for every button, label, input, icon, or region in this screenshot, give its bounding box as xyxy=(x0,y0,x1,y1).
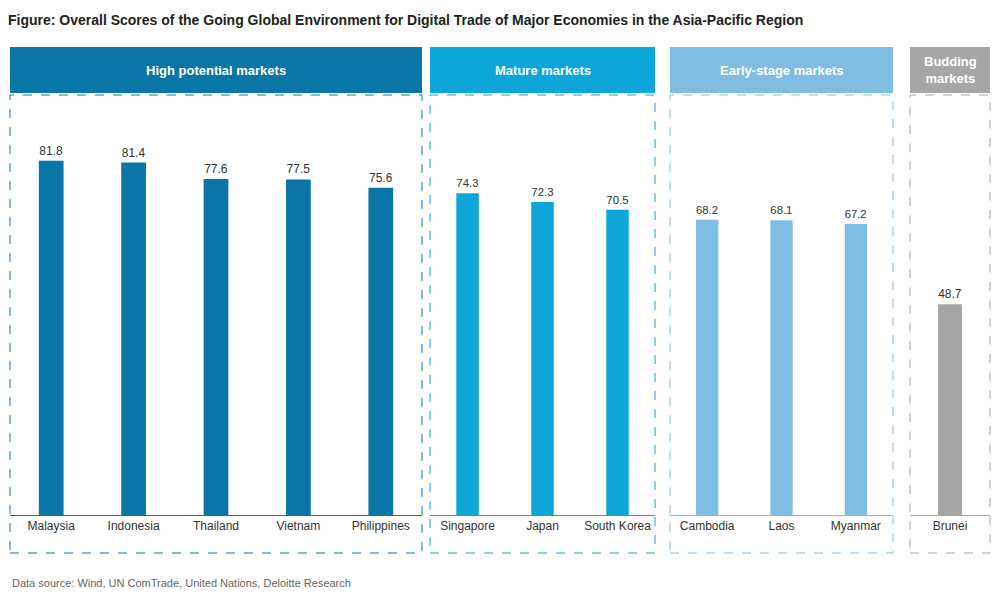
svg-text:Mature markets: Mature markets xyxy=(495,63,591,78)
svg-text:81.8: 81.8 xyxy=(39,144,63,158)
svg-text:81.4: 81.4 xyxy=(122,146,146,160)
svg-text:68.1: 68.1 xyxy=(770,204,792,216)
svg-text:48.7: 48.7 xyxy=(938,287,962,301)
svg-text:Brunei: Brunei xyxy=(933,519,968,533)
svg-text:Laos: Laos xyxy=(768,519,794,533)
svg-text:70.5: 70.5 xyxy=(606,194,628,206)
svg-text:77.6: 77.6 xyxy=(204,162,228,176)
svg-text:High potential markets: High potential markets xyxy=(146,63,286,78)
svg-text:68.2: 68.2 xyxy=(696,204,718,216)
svg-text:Vietnam: Vietnam xyxy=(276,519,320,533)
svg-text:77.5: 77.5 xyxy=(287,162,311,176)
svg-text:Myanmar: Myanmar xyxy=(831,519,881,533)
svg-text:Japan: Japan xyxy=(526,519,559,533)
svg-text:Malaysia: Malaysia xyxy=(28,519,76,533)
svg-text:Thailand: Thailand xyxy=(193,519,239,533)
svg-text:Philippines: Philippines xyxy=(352,519,410,533)
svg-text:Buddingmarkets: Buddingmarkets xyxy=(924,54,977,86)
svg-text:Singapore: Singapore xyxy=(440,519,495,533)
svg-text:Data source: Wind, UN ComTrade: Data source: Wind, UN ComTrade, United N… xyxy=(12,577,351,589)
svg-text:72.3: 72.3 xyxy=(531,186,553,198)
svg-text:Indonesia: Indonesia xyxy=(108,519,160,533)
svg-text:Cambodia: Cambodia xyxy=(680,519,735,533)
svg-text:Figure: Overall Scores of the: Figure: Overall Scores of the Going Glob… xyxy=(8,12,803,28)
svg-text:Early-stage markets: Early-stage markets xyxy=(720,63,844,78)
svg-text:67.2: 67.2 xyxy=(845,208,867,220)
svg-text:South Korea: South Korea xyxy=(584,519,651,533)
svg-text:75.6: 75.6 xyxy=(369,171,393,185)
svg-text:74.3: 74.3 xyxy=(456,177,478,189)
